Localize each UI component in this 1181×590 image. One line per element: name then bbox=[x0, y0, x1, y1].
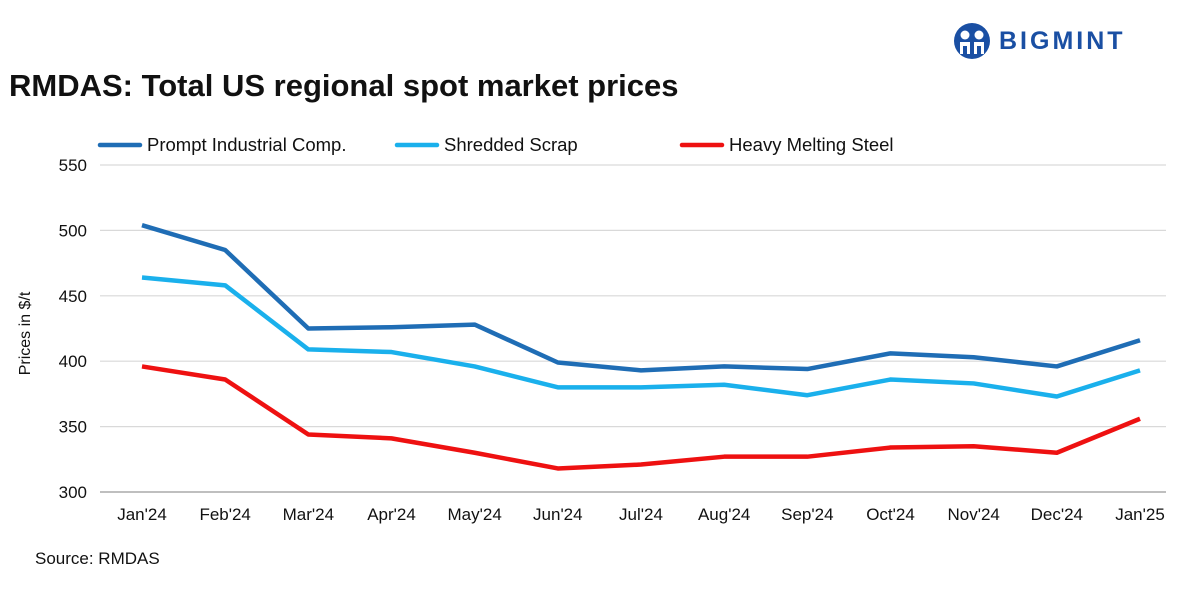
x-tick-label: Jan'24 bbox=[117, 505, 167, 524]
x-tick-label: Sep'24 bbox=[781, 505, 833, 524]
legend-label: Heavy Melting Steel bbox=[729, 134, 894, 155]
source-note: Source: RMDAS bbox=[35, 549, 160, 568]
y-axis-label: Prices in $/t bbox=[17, 291, 34, 375]
x-tick-label: Mar'24 bbox=[283, 505, 334, 524]
x-tick-label: Apr'24 bbox=[367, 505, 416, 524]
series-line bbox=[141, 223, 1141, 373]
x-tick-label: Jan'25 bbox=[1115, 505, 1165, 524]
x-tick-label: Nov'24 bbox=[947, 505, 999, 524]
y-tick-label: 500 bbox=[59, 221, 87, 240]
x-tick-label: Jun'24 bbox=[533, 505, 583, 524]
x-tick-label: Jul'24 bbox=[619, 505, 663, 524]
logo-people-icon bbox=[954, 23, 990, 59]
series-line bbox=[141, 364, 1141, 471]
x-tick-label: Dec'24 bbox=[1031, 505, 1083, 524]
x-tick-label: Feb'24 bbox=[199, 505, 250, 524]
legend-label: Prompt Industrial Comp. bbox=[147, 134, 346, 155]
chart-title: RMDAS: Total US regional spot market pri… bbox=[9, 68, 679, 103]
y-tick-label: 550 bbox=[59, 156, 87, 175]
y-tick-label: 450 bbox=[59, 287, 87, 306]
bigmint-logo: BIGMINT bbox=[953, 22, 1126, 60]
x-tick-label: May'24 bbox=[448, 505, 502, 524]
x-tick-label: Aug'24 bbox=[698, 505, 750, 524]
x-tick-label: Oct'24 bbox=[866, 505, 915, 524]
legend-label: Shredded Scrap bbox=[444, 134, 578, 155]
y-tick-label: 350 bbox=[59, 418, 87, 437]
y-tick-label: 300 bbox=[59, 483, 87, 502]
logo-text: BIGMINT bbox=[999, 26, 1126, 55]
y-tick-label: 400 bbox=[59, 352, 87, 371]
